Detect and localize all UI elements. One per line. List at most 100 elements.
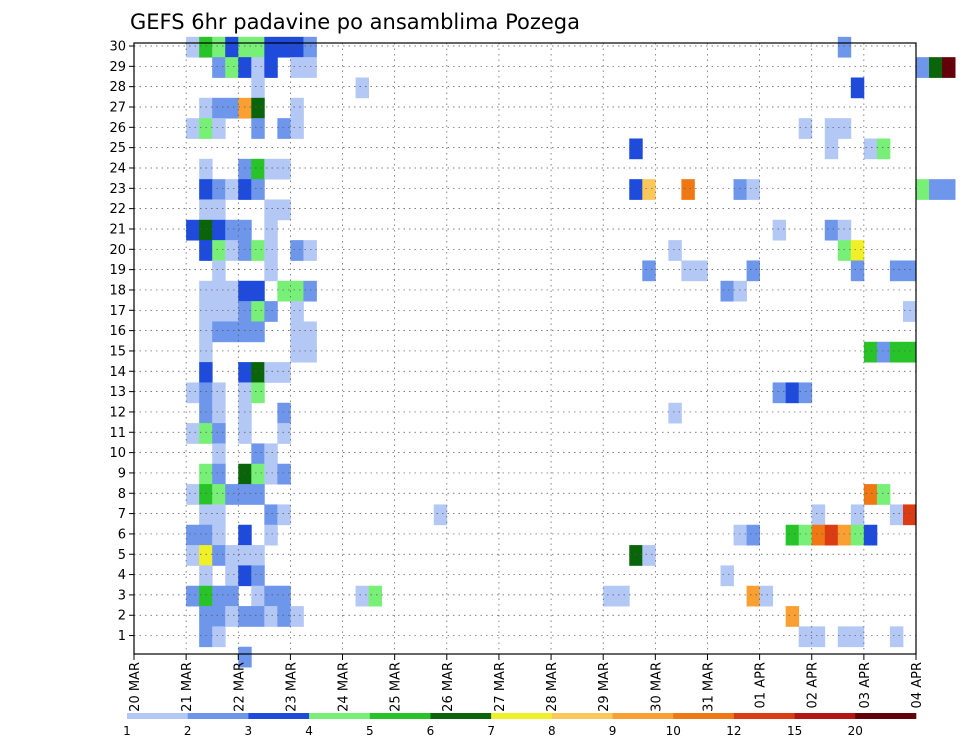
heatmap-cell [264,585,278,607]
heatmap-cell [681,260,695,282]
y-tick-label: 22 [109,202,126,217]
heatmap-cell [837,118,852,139]
heatmap-cell [811,504,826,526]
heatmap-cell [251,57,265,78]
y-tick-label: 29 [109,60,126,75]
heatmap-cell [212,280,226,302]
heatmap-cell [303,321,317,343]
heatmap-cell [785,382,800,404]
colorbar-label: 10 [666,724,681,738]
heatmap-cell [277,280,291,302]
heatmap-cell [290,36,304,58]
heatmap-cell [199,382,213,404]
heatmap-cell [199,484,213,505]
heatmap-cell [238,606,252,627]
heatmap-cell [186,585,200,607]
heatmap-cell [199,240,213,261]
heatmap-cell [824,219,839,241]
heatmap-cell [290,240,304,261]
heatmap-cell [251,545,265,566]
heatmap-cell [186,423,200,444]
heatmap-cell [212,57,226,78]
heatmap-cell [942,179,956,200]
colorbar-label: 12 [726,724,741,738]
colorbar-swatch [369,713,431,719]
heatmap-cell [212,36,226,58]
heatmap-cell [251,36,265,58]
heatmap-cell [238,36,252,58]
heatmap-cell [902,260,917,282]
heatmap-cell [303,36,317,58]
heatmap-cell [811,626,826,648]
heatmap-cell [212,219,226,241]
heatmap-cell [199,321,213,343]
colorbar-label: 7 [487,724,495,738]
heatmap-cell [850,77,865,99]
heatmap-cell [720,565,734,587]
heatmap-cell [902,504,917,526]
heatmap-cell [251,321,265,343]
heatmap-cell [225,545,239,566]
heatmap-cell [811,524,826,546]
heatmap-cell [186,219,200,241]
heatmap-cell [212,402,226,424]
heatmap-cell [251,362,265,383]
heatmap-cell [850,524,865,546]
heatmap-cell [733,179,747,200]
heatmap-cell [290,118,304,139]
colorbar-label: 1 [123,724,131,738]
heatmap-cell [303,341,317,363]
heatmap-cell [290,301,304,322]
y-tick-label: 12 [109,405,126,420]
heatmap-cell [225,219,239,241]
heatmap-cell [603,585,617,607]
heatmap-cell [264,606,278,627]
heatmap-cell [238,402,252,424]
y-tick-label: 3 [118,588,126,603]
heatmap-cell [238,280,252,302]
heatmap-cell [277,463,291,485]
heatmap-cell [837,219,852,241]
heatmap-cell [212,484,226,505]
heatmap-cell [681,179,695,200]
colorbar-swatch [430,713,492,719]
heatmap-cell [199,97,213,119]
colorbar-swatch [127,713,188,719]
heatmap-cell [238,301,252,322]
heatmap-cell [785,524,800,546]
heatmap-cell [212,423,226,444]
colorbar-label: 15 [787,724,802,738]
heatmap-cell [629,138,643,160]
heatmap-cell [850,626,865,648]
heatmap-cell [199,219,213,241]
chart-title: GEFS 6hr padavine po ansamblima Pozega [130,10,580,34]
heatmap-cell [290,321,304,343]
heatmap-cell [199,118,213,139]
y-tick-label: 14 [109,365,126,380]
heatmap-cell [199,341,213,363]
heatmap-cell [889,626,904,648]
x-tick-label: 24 MAR [337,662,352,712]
heatmap-cell [303,57,317,78]
heatmap-cell [199,36,213,58]
heatmap-cell [876,138,891,160]
x-tick-label: 21 MAR [180,662,195,712]
heatmap-cell [225,321,239,343]
heatmap-cell [929,57,943,78]
heatmap-cell [642,545,656,566]
heatmap-cell [824,524,839,546]
heatmap-cell [863,341,878,363]
heatmap-cell [355,585,369,607]
heatmap-cell [772,382,787,404]
heatmap-cell [212,606,226,627]
heatmap-cell [264,158,278,180]
heatmap-cell [251,606,265,627]
heatmap-cell [264,199,278,221]
heatmap-cell [238,524,252,546]
heatmap-cell [277,585,291,607]
heatmap-cell [629,179,643,200]
heatmap-cell [251,97,265,119]
heatmap-cell [212,179,226,200]
heatmap-cell [225,36,239,58]
